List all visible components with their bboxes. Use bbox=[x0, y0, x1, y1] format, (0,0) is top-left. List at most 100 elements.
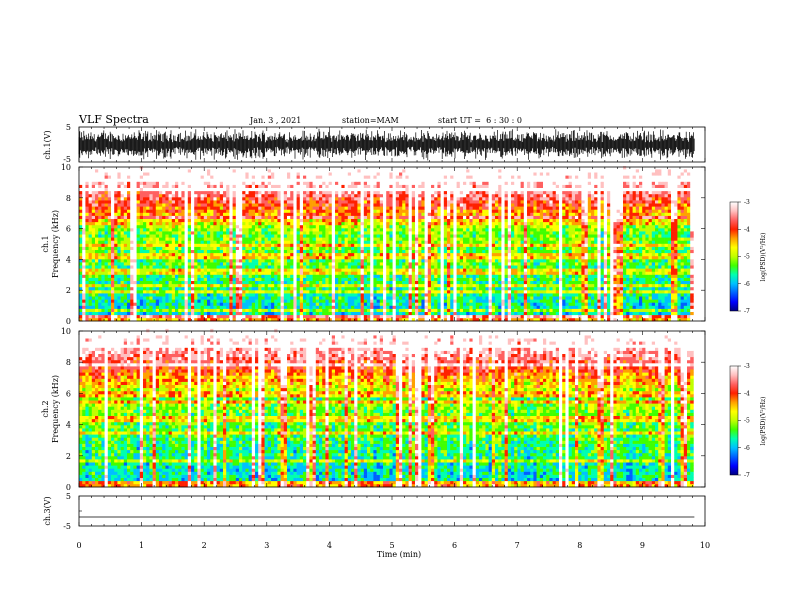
spectrogram-cell bbox=[687, 268, 691, 271]
spectrogram-cell bbox=[201, 299, 205, 302]
spectrogram-cell bbox=[108, 271, 112, 274]
spectrogram-cell bbox=[191, 287, 195, 290]
spectrogram-cell bbox=[537, 259, 541, 262]
spectrogram-cell bbox=[348, 281, 352, 284]
spectrogram-cell bbox=[511, 247, 515, 250]
spectrogram-cell bbox=[479, 275, 483, 278]
spectrogram-cell bbox=[594, 302, 598, 305]
spectrogram-cell bbox=[495, 302, 499, 305]
spectrogram-cell bbox=[338, 290, 342, 293]
spectrogram-cell bbox=[252, 240, 256, 243]
spectrogram-cell bbox=[252, 256, 256, 259]
spectrogram-cell bbox=[572, 290, 576, 293]
spectrogram-cell bbox=[95, 299, 99, 302]
spectrogram-cell bbox=[370, 278, 374, 281]
spectrogram-cell bbox=[188, 284, 192, 287]
spectrogram-cell bbox=[239, 309, 243, 312]
spectrogram-cell bbox=[293, 244, 297, 247]
spectrogram-cell bbox=[95, 256, 99, 259]
spectrogram-cell bbox=[114, 293, 118, 296]
spectrogram-cell bbox=[149, 296, 153, 299]
spectrogram-cell bbox=[300, 302, 304, 305]
spectrogram-cell bbox=[530, 265, 534, 268]
spectrogram-cell bbox=[357, 284, 361, 287]
spectrogram-cell bbox=[540, 250, 544, 253]
spectrogram-cell bbox=[617, 281, 621, 284]
spectrogram-cell bbox=[434, 265, 438, 268]
spectrogram-cell bbox=[207, 247, 211, 250]
spectrogram-cell bbox=[642, 299, 646, 302]
spectrogram-cell bbox=[380, 262, 384, 265]
spectrogram-cell bbox=[242, 268, 246, 271]
spectrogram-cell bbox=[114, 259, 118, 262]
spectrogram-cell bbox=[191, 247, 195, 250]
spectrogram-cell bbox=[181, 296, 185, 299]
spectrogram-cell bbox=[469, 299, 473, 302]
spectrogram-cell bbox=[367, 262, 371, 265]
spectrogram-cell bbox=[569, 299, 573, 302]
spectrogram-cell bbox=[95, 271, 99, 274]
spectrogram-cell bbox=[338, 293, 342, 296]
spectrogram-cell bbox=[441, 253, 445, 256]
spectrogram-cell bbox=[578, 278, 582, 281]
spectrogram-cell bbox=[386, 247, 390, 250]
spectrogram-cell bbox=[287, 302, 291, 305]
spectrogram-cell bbox=[421, 262, 425, 265]
spectrogram-cell bbox=[252, 271, 256, 274]
spectrogram-cell bbox=[223, 253, 227, 256]
spectrogram-cell bbox=[453, 256, 457, 259]
spectrogram-cell bbox=[418, 290, 422, 293]
spectrogram-cell bbox=[425, 281, 429, 284]
spectrogram-cell bbox=[332, 287, 336, 290]
spectrogram-cell bbox=[645, 299, 649, 302]
spectrogram-cell bbox=[351, 293, 355, 296]
spectrogram-cell bbox=[140, 296, 144, 299]
spectrogram-cell bbox=[633, 259, 637, 262]
spectrogram-cell bbox=[530, 253, 534, 256]
spectrogram-cell bbox=[114, 244, 118, 247]
spectrogram-cell bbox=[655, 247, 659, 250]
spectrogram-cell bbox=[575, 250, 579, 253]
spectrogram-cell bbox=[604, 271, 608, 274]
spectrogram-cell bbox=[373, 312, 377, 315]
spectrogram-cell bbox=[252, 253, 256, 256]
spectrogram-cell bbox=[217, 256, 221, 259]
spectrogram-cell bbox=[322, 253, 326, 256]
spectrogram-cell bbox=[444, 290, 448, 293]
spectrogram-cell bbox=[207, 250, 211, 253]
spectrogram-cell bbox=[341, 278, 345, 281]
spectrogram-cell bbox=[565, 265, 569, 268]
spectrogram-cell bbox=[194, 296, 198, 299]
spectrogram-cell bbox=[293, 312, 297, 315]
spectrogram-cell bbox=[220, 278, 224, 281]
spectrogram-cell bbox=[332, 284, 336, 287]
spectrogram-cell bbox=[370, 256, 374, 259]
spectrogram-cell bbox=[367, 281, 371, 284]
spectrogram-cell bbox=[412, 259, 416, 262]
spectrogram-cell bbox=[617, 312, 621, 315]
spectrogram-cell bbox=[178, 312, 182, 315]
spectrogram-cell bbox=[425, 293, 429, 296]
spectrogram-cell bbox=[444, 296, 448, 299]
spectrogram-cell bbox=[268, 302, 272, 305]
spectrogram-cell bbox=[636, 306, 640, 309]
spectrogram-cell bbox=[265, 278, 269, 281]
spectrogram-cell bbox=[98, 293, 102, 296]
spectrogram-cell bbox=[690, 278, 694, 281]
spectrogram-cell bbox=[111, 259, 115, 262]
spectrogram-cell bbox=[565, 256, 569, 259]
spectrogram-cell bbox=[175, 271, 179, 274]
spectrogram-cell bbox=[389, 244, 393, 247]
spectrogram-cell bbox=[265, 271, 269, 274]
spectrogram-cell bbox=[402, 287, 406, 290]
spectrogram-cell bbox=[117, 290, 121, 293]
spectrogram-cell bbox=[207, 293, 211, 296]
spectrogram-cell bbox=[303, 296, 307, 299]
spectrogram-cell bbox=[633, 281, 637, 284]
spectrogram-cell bbox=[594, 259, 598, 262]
spectrogram-cell bbox=[489, 293, 493, 296]
spectrogram-cell bbox=[303, 250, 307, 253]
spectrogram-cell bbox=[671, 256, 675, 259]
spectrogram-cell bbox=[386, 259, 390, 262]
spectrogram-cell bbox=[137, 287, 141, 290]
